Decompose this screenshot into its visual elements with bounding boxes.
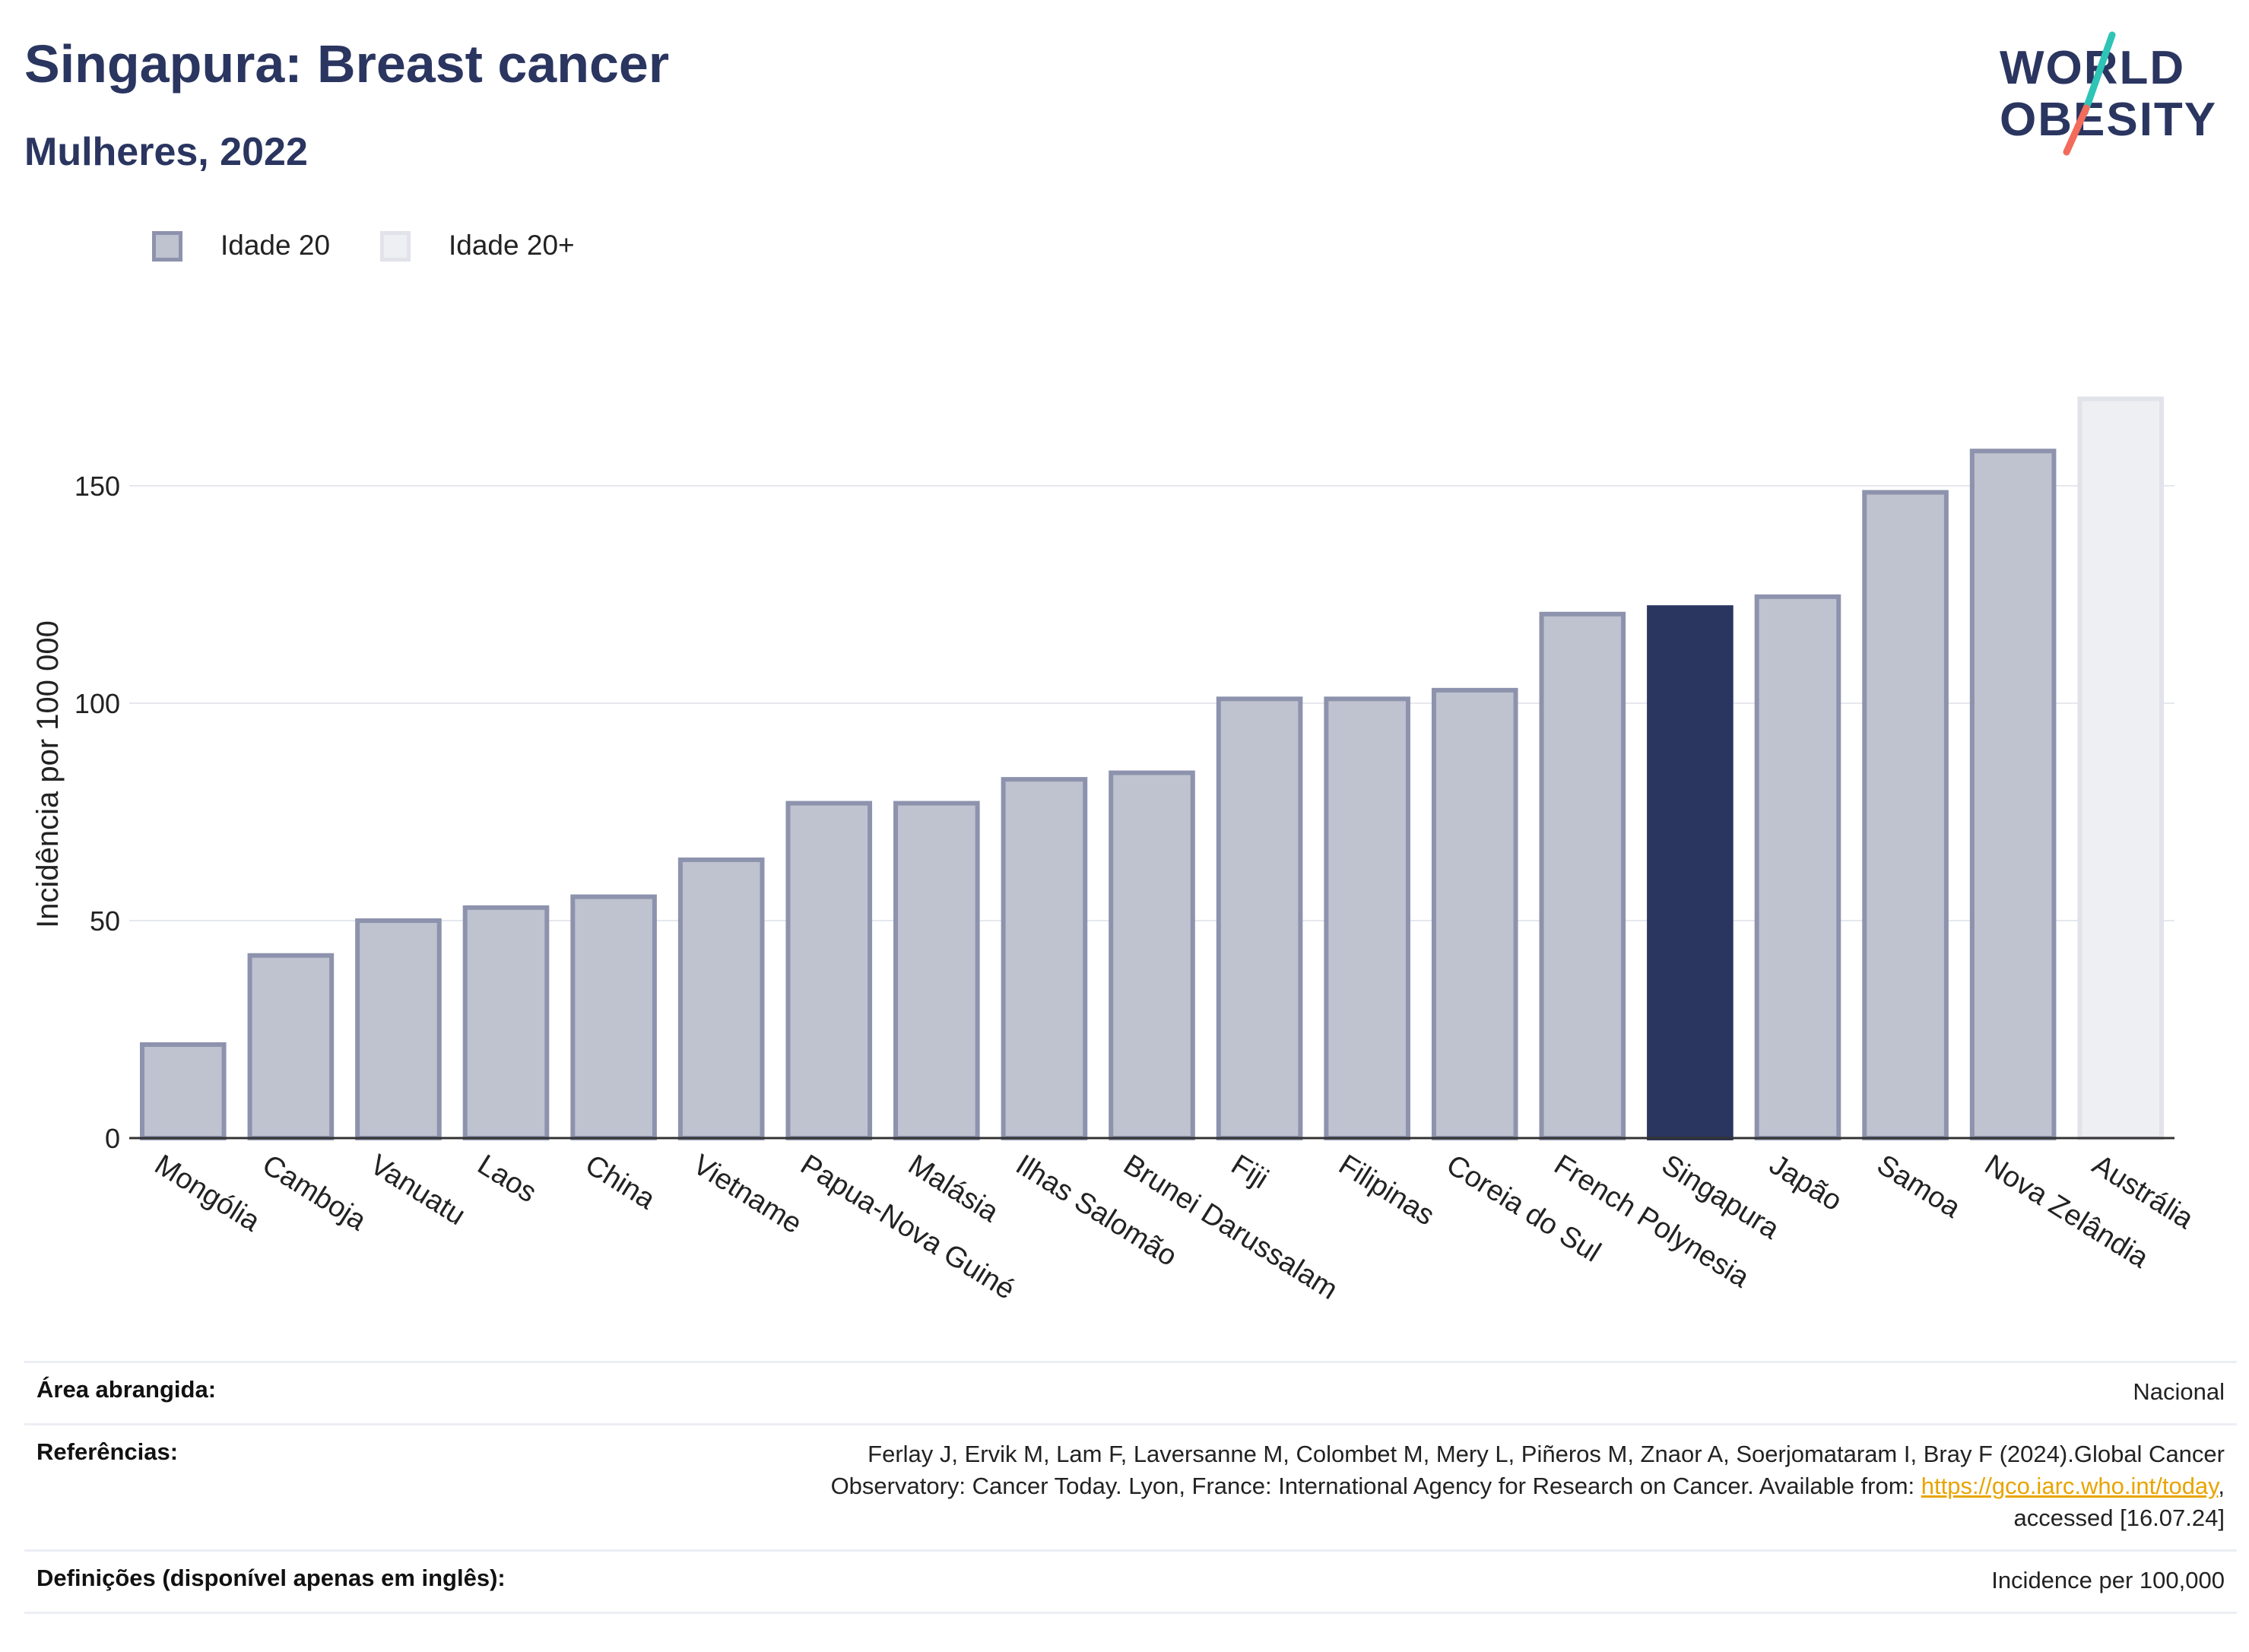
x-tick-label: Japão — [1764, 1149, 1848, 1217]
bar-ilhas-salom-o[interactable] — [1001, 777, 1088, 1140]
x-tick-label: China — [579, 1149, 661, 1216]
bar-singapura[interactable] — [1647, 605, 1734, 1140]
x-tick-label: Camboja — [257, 1149, 373, 1238]
chart-title: Singapura: Breast cancer — [24, 34, 670, 94]
bar-mong-lia[interactable] — [139, 1042, 227, 1141]
x-tick-label: Mongólia — [149, 1149, 266, 1238]
footer-divider — [24, 1361, 2237, 1363]
footer-divider — [24, 1612, 2237, 1614]
bars — [139, 396, 2165, 1141]
x-tick-label: French Polynesia — [1549, 1149, 1756, 1295]
x-tick-label: Laos — [472, 1149, 542, 1209]
bar-filipinas[interactable] — [1324, 696, 1410, 1140]
bar-vanuatu[interactable] — [355, 918, 442, 1140]
logo-text-obesity: OBESITY — [2000, 94, 2217, 146]
legend-label-idade-20: Idade 20 — [220, 230, 331, 261]
footer-divider — [24, 1423, 2237, 1425]
bar-mal-sia[interactable] — [893, 801, 980, 1141]
x-tick-label: Vanuatu — [364, 1149, 471, 1232]
legend-swatch-idade-20-plus — [380, 231, 411, 262]
footer-value-area: Nacional — [2133, 1378, 2225, 1405]
reference-line-2-text: Observatory: Cancer Today. Lyon, France:… — [830, 1473, 1921, 1499]
reference-line-1: Ferlay J, Ervik M, Lam F, Laversanne M, … — [868, 1441, 2225, 1467]
logo-slash-bottom — [2063, 104, 2090, 156]
x-tick-label: Fiji — [1226, 1149, 1274, 1195]
bar-french-polynesia[interactable] — [1539, 611, 1626, 1140]
bar-jap-o[interactable] — [1754, 594, 1841, 1140]
bar-fiji[interactable] — [1216, 696, 1303, 1140]
bar-samoa[interactable] — [1862, 490, 1949, 1140]
footer-value-references: Ferlay J, Ervik M, Lam F, Laversanne M, … — [831, 1438, 2225, 1534]
reference-line-3: accessed [16.07.24] — [2013, 1505, 2225, 1531]
x-tick-label: Filipinas — [1333, 1149, 1439, 1232]
footer-label-definitions: Definições (disponível apenas em inglês)… — [36, 1565, 506, 1591]
legend-swatch-idade-20 — [152, 231, 182, 262]
y-tick-label: 50 — [90, 905, 120, 937]
footer-row-area: Área abrangida: Nacional — [24, 1376, 2237, 1422]
logo-slash-top — [2081, 31, 2116, 116]
bar-laos[interactable] — [462, 905, 550, 1140]
x-tick-label: Vietname — [687, 1149, 807, 1240]
reference-link[interactable]: https://gco.iarc.who.int/today — [1921, 1473, 2219, 1499]
footer-label-area: Área abrangida: — [36, 1376, 217, 1403]
footer-label-references: Referências: — [36, 1438, 179, 1465]
footer-divider — [24, 1549, 2237, 1552]
bar-brunei-darussalam[interactable] — [1109, 770, 1195, 1141]
y-tick-label: 150 — [75, 471, 120, 502]
bar-china[interactable] — [570, 894, 657, 1141]
chart-footer: Área abrangida: Nacional Referências: Fe… — [24, 1361, 2237, 1635]
chart-subtitle: Mulheres, 2022 — [24, 130, 308, 174]
y-tick-label: 0 — [105, 1123, 120, 1154]
legend-label-idade-20-plus: Idade 20+ — [449, 230, 575, 261]
y-axis-label: Incidência por 100 000 — [31, 620, 65, 928]
footer-row-definitions: Definições (disponível apenas em inglês)… — [24, 1565, 2237, 1610]
x-tick-label: Samoa — [1871, 1149, 1966, 1225]
bar-vietname[interactable] — [677, 857, 765, 1141]
reference-line-2: Observatory: Cancer Today. Lyon, France:… — [831, 1470, 2225, 1502]
bar-coreia-do-sul[interactable] — [1431, 687, 1518, 1140]
bar-austr-lia[interactable] — [2077, 396, 2165, 1140]
footer-row-references: Referências: Ferlay J, Ervik M, Lam F, L… — [24, 1438, 2237, 1560]
y-tick-label: 100 — [75, 688, 120, 719]
footer-value-definitions: Incidence per 100,000 — [1991, 1567, 2225, 1593]
bar-camboja[interactable] — [247, 953, 335, 1141]
reference-line-2-end: , — [2218, 1473, 2225, 1499]
bar-papua-nova-guin-[interactable] — [785, 801, 873, 1141]
world-obesity-logo: WORLD OBESITY — [2000, 31, 2217, 156]
bar-nova-zel-ndia[interactable] — [1969, 449, 2057, 1140]
